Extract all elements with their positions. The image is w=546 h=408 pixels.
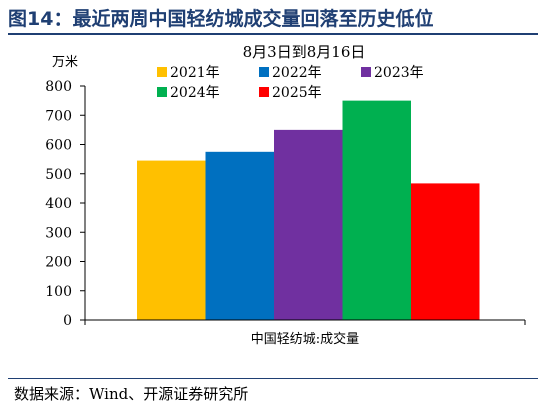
legend-item-2022: 2022年 xyxy=(259,65,322,81)
y-tick-label: 500 xyxy=(45,167,72,183)
legend-label: 2025年 xyxy=(272,85,322,101)
y-tick-label: 100 xyxy=(45,284,72,300)
legend-swatch xyxy=(259,87,269,97)
source-note: 数据来源：Wind、开源证券研究所 xyxy=(14,385,249,403)
legend-swatch xyxy=(157,67,167,77)
legend-swatch xyxy=(157,87,167,97)
y-tick-label: 600 xyxy=(45,138,72,154)
bar-2024 xyxy=(342,100,411,320)
legend-label: 2022年 xyxy=(272,65,322,81)
legend-item-2024: 2024年 xyxy=(157,85,220,101)
bars xyxy=(137,100,480,320)
chart-title: 8月3日到8月16日 xyxy=(243,43,366,61)
y-tick-label: 0 xyxy=(63,313,72,329)
y-axis-unit: 万米 xyxy=(52,55,78,70)
y-tick-label: 200 xyxy=(45,255,72,271)
legend-swatch xyxy=(259,67,269,77)
source-divider xyxy=(8,378,538,379)
legend-label: 2021年 xyxy=(170,65,220,81)
legend-label: 2024年 xyxy=(170,85,220,101)
legend-item-2023: 2023年 xyxy=(361,65,424,81)
legend-item-2025: 2025年 xyxy=(259,85,322,101)
y-tick-label: 700 xyxy=(45,108,72,124)
y-tick-label: 400 xyxy=(45,196,72,212)
y-tick-label: 800 xyxy=(45,79,72,95)
y-axis: 0 100 200 300 400 500 600 700 800 xyxy=(45,79,85,329)
bar-2022 xyxy=(205,151,274,320)
legend-item-2021: 2021年 xyxy=(157,65,220,81)
bar-2025 xyxy=(411,183,480,320)
y-tick-label: 300 xyxy=(45,225,72,241)
legend-swatch xyxy=(361,67,371,77)
title-divider xyxy=(8,33,538,35)
bar-2021 xyxy=(137,160,206,320)
bar-2023 xyxy=(274,129,343,320)
figure-title: 图14：最近两周中国轻纺城成交量回落至历史低位 xyxy=(8,8,434,30)
legend: 2021年 2022年 2023年 2024年 2025年 xyxy=(157,65,424,101)
x-axis-label: 中国轻纺城:成交量 xyxy=(251,331,359,347)
legend-label: 2023年 xyxy=(374,65,424,81)
